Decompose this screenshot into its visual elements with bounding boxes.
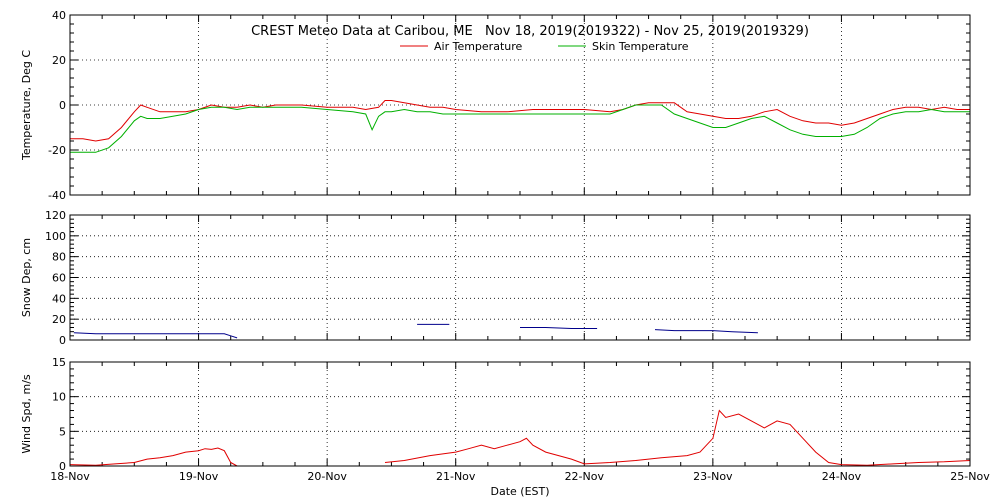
y-tick-label: 20 — [52, 54, 66, 67]
y-tick-label: 0 — [59, 460, 66, 473]
x-tick-label: 20-Nov — [307, 470, 347, 483]
y-tick-label: 15 — [52, 356, 66, 369]
series-snow-depth — [520, 327, 598, 329]
y-axis-label: Snow Dep, cm — [20, 238, 33, 317]
legend: Air Temperature Skin Temperature — [400, 40, 689, 53]
y-tick-label: 10 — [52, 391, 66, 404]
series-wind-speed — [69, 447, 238, 467]
x-tick-label: 21-Nov — [436, 470, 476, 483]
y-tick-label: 100 — [45, 230, 66, 243]
panel-wind-speed: 0 5 10 15 Wind Spd, m/s — [20, 356, 971, 473]
panel-snow-depth: 0 20 40 60 80 100 120 Snow Dep, cm — [20, 209, 971, 347]
x-tick-label: 24-Nov — [822, 470, 862, 483]
x-tick-label: 25-Nov — [950, 470, 990, 483]
y-tick-label: 40 — [52, 292, 66, 305]
plot-frame — [69, 214, 971, 341]
y-tick-label: 60 — [52, 272, 66, 285]
series-air-temperature — [70, 100, 970, 142]
y-tick-label: 120 — [45, 209, 66, 222]
x-tick-label: 18-Nov — [50, 470, 90, 483]
plot-frame — [69, 361, 971, 467]
y-tick-label: 40 — [52, 9, 66, 22]
series-wind-speed — [384, 409, 971, 466]
y-tick-label: 5 — [59, 425, 66, 438]
series-skin-temperature — [70, 104, 970, 153]
y-tick-label: 0 — [59, 334, 66, 347]
series-snow-depth — [73, 332, 238, 339]
panels: -40 -20 0 20 40 Temperature, Deg C 0 20 40 60 80 10… — [20, 9, 990, 483]
legend-label: Air Temperature — [434, 40, 523, 53]
y-tick-label: 20 — [52, 313, 66, 326]
legend-label: Skin Temperature — [592, 40, 689, 53]
plot-frame — [69, 14, 971, 196]
x-tick-label: 23-Nov — [693, 470, 733, 483]
y-axis-label: Wind Spd, m/s — [20, 374, 33, 454]
panel-temperature: -40 -20 0 20 40 Temperature, Deg C — [20, 9, 971, 202]
chart-title: CREST Meteo Data at Caribou, ME Nov 18, … — [251, 24, 809, 39]
y-tick-label: 0 — [59, 99, 66, 112]
y-tick-label: 80 — [52, 251, 66, 264]
x-tick-label: 22-Nov — [565, 470, 605, 483]
x-axis-label: Date (EST) — [490, 485, 549, 498]
y-tick-label: -40 — [48, 189, 66, 202]
y-tick-label: -20 — [48, 144, 66, 157]
x-tick-label: 19-Nov — [179, 470, 219, 483]
y-axis-label: Temperature, Deg C — [20, 50, 33, 161]
series-snow-depth — [654, 329, 758, 334]
